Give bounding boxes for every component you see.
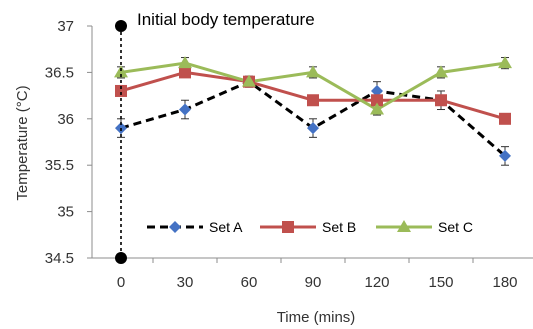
set-a-point: [307, 122, 319, 135]
set-a-point: [371, 84, 383, 97]
legend-label-set-a: Set A: [209, 219, 243, 235]
y-tick-label: 37: [57, 18, 74, 35]
y-axis-title: Temperature (°C): [14, 85, 31, 200]
x-tick-label: 0: [117, 274, 125, 291]
set-b-point: [115, 84, 127, 97]
axes: [87, 25, 533, 263]
x-tick-label: 90: [305, 274, 322, 291]
set-a-point: [179, 103, 191, 116]
set-a-point: [499, 149, 511, 162]
set-c-point: [306, 65, 320, 78]
y-tick-label: 35: [57, 204, 74, 221]
x-tick-label: 180: [492, 274, 517, 291]
x-tick-label: 30: [177, 274, 194, 291]
set-c-point: [498, 56, 512, 69]
y-tick-label: 35.5: [45, 157, 74, 174]
x-tick-label: 150: [428, 274, 453, 291]
initial-temperature-annotation: Initial body temperature: [115, 10, 315, 264]
tick-labels: 34.5 35 35.5 36 36.5 37 0 30 60 90 120 150 180: [45, 18, 518, 291]
annotation-bottom-point: [115, 252, 127, 264]
set-c-point: [242, 74, 256, 87]
y-tick-label: 36: [57, 111, 74, 128]
x-tick-label: 120: [364, 274, 389, 291]
y-tick-label: 36.5: [45, 64, 74, 81]
legend-label-set-c: Set C: [438, 219, 473, 235]
set-b-point: [435, 94, 447, 107]
legend: Set A Set B Set C: [147, 219, 473, 235]
set-c-point: [370, 102, 384, 115]
set-b-point: [179, 66, 191, 79]
set-b-point: [499, 112, 511, 125]
series-markers: [114, 56, 512, 162]
set-c-point: [434, 65, 448, 78]
legend-label-set-b: Set B: [322, 219, 356, 235]
legend-marker-set-c: [397, 220, 411, 232]
x-tick-label: 60: [241, 274, 258, 291]
y-tick-label: 34.5: [45, 250, 74, 267]
annotation-label: Initial body temperature: [137, 10, 315, 29]
set-b-point: [371, 94, 383, 107]
set-c-point: [114, 65, 128, 78]
x-axis-title: Time (mins): [277, 309, 356, 326]
set-b-point: [307, 94, 319, 107]
legend-marker-set-b: [282, 221, 294, 233]
annotation-top-point: [115, 20, 127, 32]
set-c-point: [178, 56, 192, 69]
legend-marker-set-a: [169, 221, 181, 233]
